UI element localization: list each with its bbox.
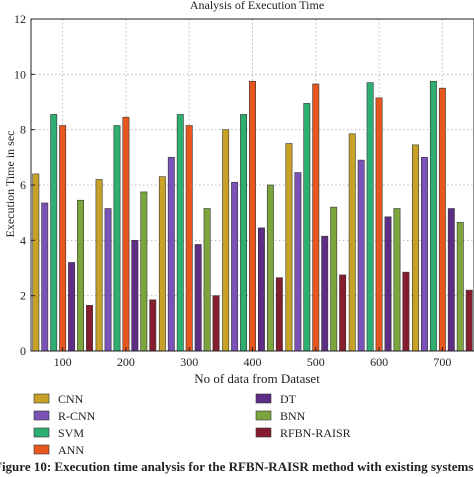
legend: CNN R-CNN SVM ANN DT BNN RFBN-RAISR xyxy=(33,392,351,457)
bar-bnn-200 xyxy=(140,191,148,352)
x-axis-label: No of data from Dataset xyxy=(194,371,320,386)
bar-cnn-100 xyxy=(32,173,40,352)
legend-label: CNN xyxy=(58,392,84,406)
bar-svm-600 xyxy=(366,82,374,352)
bar-r-cnn-200 xyxy=(104,208,112,352)
bar-svm-200 xyxy=(113,125,121,352)
bar-ann-400 xyxy=(249,80,256,352)
bar-bnn-600 xyxy=(393,208,401,352)
bar-rfbn-raisr-100 xyxy=(86,305,93,352)
bar-r-cnn-300 xyxy=(167,157,175,352)
bar-ann-500 xyxy=(312,83,320,352)
bar-rfbn-raisr-700 xyxy=(465,289,473,352)
bar-r-cnn-100 xyxy=(41,202,49,352)
x-tick-label: 600 xyxy=(370,355,388,369)
bar-rfbn-raisr-300 xyxy=(212,295,220,352)
y-tick-label: 8 xyxy=(20,123,26,137)
x-tick-label: 700 xyxy=(433,355,451,369)
bars xyxy=(32,80,473,352)
bar-svm-700 xyxy=(429,80,437,352)
bar-dt-100 xyxy=(68,262,76,352)
y-axis-label: Execution Time in sec xyxy=(3,131,17,238)
legend-swatch-bnn xyxy=(255,410,272,421)
legend-swatch-svm xyxy=(33,427,50,438)
bar-dt-400 xyxy=(257,227,265,352)
y-tick-label: 0 xyxy=(20,344,26,358)
bar-ann-300 xyxy=(185,125,193,352)
bar-r-cnn-400 xyxy=(231,181,239,352)
y-tick-label: 2 xyxy=(20,289,26,303)
legend-swatch-cnn xyxy=(33,393,50,404)
bar-rfbn-raisr-500 xyxy=(339,274,347,352)
y-tick-label: 4 xyxy=(20,233,26,247)
legend-label: R-CNN xyxy=(58,409,96,423)
y-tick-label: 6 xyxy=(20,178,26,192)
bar-cnn-200 xyxy=(95,179,103,352)
y-tick-label: 10 xyxy=(14,67,26,81)
bar-cnn-600 xyxy=(348,133,356,352)
bar-dt-300 xyxy=(194,244,202,352)
bar-dt-600 xyxy=(384,216,392,352)
bar-rfbn-raisr-200 xyxy=(149,299,157,352)
legend-label: BNN xyxy=(280,409,306,423)
bar-svm-300 xyxy=(176,114,184,352)
legend-label: SVM xyxy=(58,426,84,440)
bar-dt-200 xyxy=(131,240,139,352)
bar-rfbn-raisr-400 xyxy=(275,277,283,352)
bar-r-cnn-500 xyxy=(294,172,302,352)
x-tick-label: 200 xyxy=(117,355,135,369)
legend-label: ANN xyxy=(58,443,84,457)
bar-dt-700 xyxy=(447,208,455,352)
figure-caption: Figure 10: Execution time analysis for t… xyxy=(0,459,474,474)
x-tick-label: 400 xyxy=(244,355,262,369)
x-tick-label: 500 xyxy=(307,355,325,369)
bar-ann-600 xyxy=(375,97,383,352)
bar-r-cnn-700 xyxy=(421,157,428,352)
y-tick-label: 12 xyxy=(14,12,26,26)
bar-r-cnn-600 xyxy=(357,159,365,352)
bar-ann-100 xyxy=(59,125,67,352)
bar-svm-500 xyxy=(303,103,311,352)
bar-cnn-300 xyxy=(158,176,166,352)
legend-swatch-dt xyxy=(255,393,272,404)
legend-label: DT xyxy=(280,392,297,406)
legend-label: RFBN-RAISR xyxy=(280,426,351,440)
bar-cnn-500 xyxy=(285,143,293,352)
bar-bnn-100 xyxy=(77,199,84,352)
bar-dt-500 xyxy=(321,235,329,352)
bar-svm-100 xyxy=(50,114,58,352)
bar-ann-200 xyxy=(122,116,130,352)
bar-bnn-500 xyxy=(330,206,338,352)
bar-cnn-400 xyxy=(222,129,230,352)
bar-rfbn-raisr-600 xyxy=(402,271,410,352)
bar-svm-400 xyxy=(240,114,247,352)
legend-swatch-rfbn-raisr xyxy=(255,427,272,438)
axes: 0 2 4 6 8 10 12 100 200 300 400 500 600 700 xyxy=(14,12,451,369)
bar-bnn-300 xyxy=(203,208,211,352)
x-tick-label: 300 xyxy=(180,355,198,369)
bar-bnn-700 xyxy=(456,222,464,352)
chart-title: Analysis of Execution Time xyxy=(190,0,324,12)
legend-swatch-r-cnn xyxy=(33,410,50,421)
bar-cnn-700 xyxy=(412,144,419,352)
x-tick-label: 100 xyxy=(54,355,72,369)
legend-swatch-ann xyxy=(33,444,50,455)
bar-bnn-400 xyxy=(266,184,274,352)
bar-ann-700 xyxy=(438,87,446,352)
